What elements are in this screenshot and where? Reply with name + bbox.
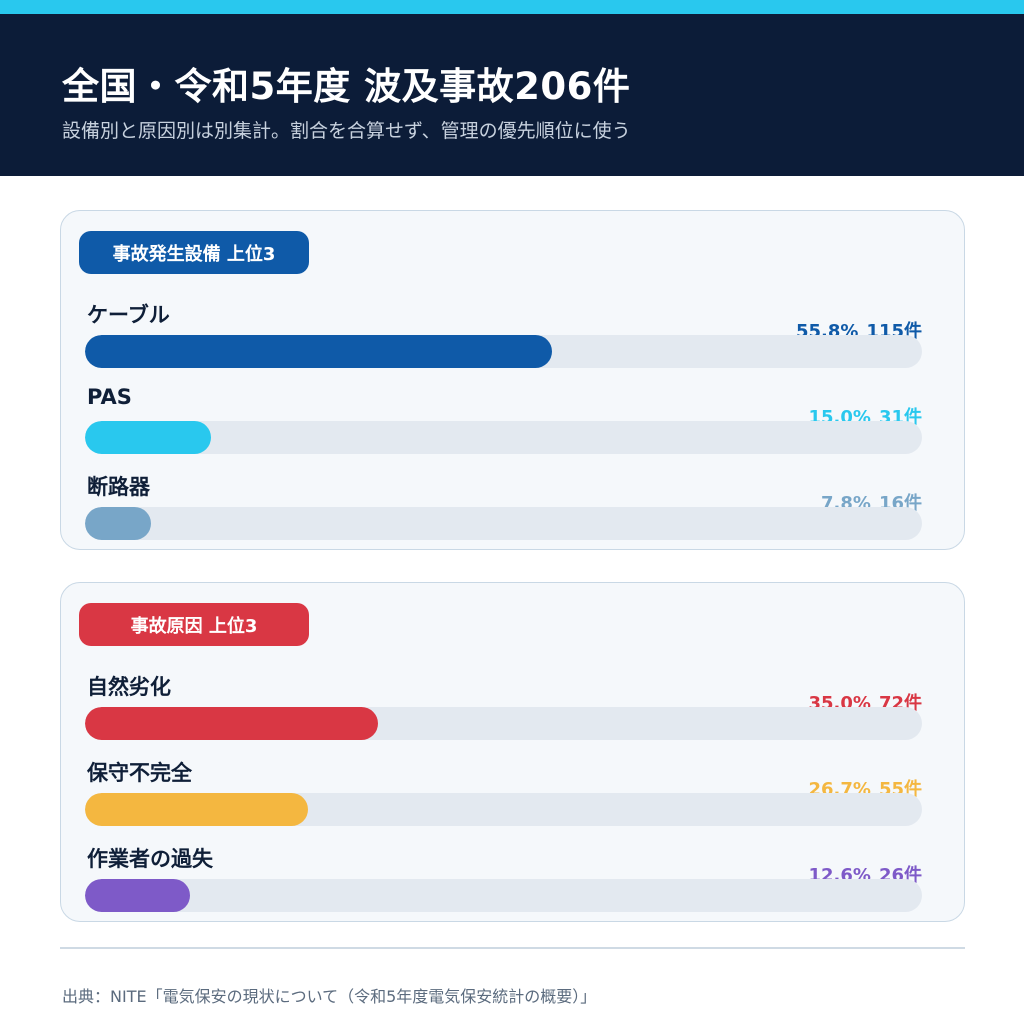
bar-track	[85, 707, 922, 740]
bar-label: ケーブル	[87, 303, 170, 327]
bar-label: PAS	[87, 385, 132, 409]
bar	[85, 507, 151, 540]
cause-row: 自然劣化 35.0% 72件	[61, 671, 966, 743]
cause-row: 保守不完全 26.7% 55件	[61, 757, 966, 829]
footer-divider	[60, 947, 965, 949]
bar-track	[85, 793, 922, 826]
cause-panel: 事故原因 上位3 自然劣化 35.0% 72件 保守不完全 26.7% 55件 作業…	[60, 582, 965, 922]
equipment-panel-badge: 事故発生設備 上位3	[79, 231, 309, 274]
bar	[85, 879, 191, 912]
equipment-row: ケーブル 55.8% 115件	[61, 299, 966, 371]
bar	[85, 707, 378, 740]
header	[0, 14, 1024, 176]
bar-label: 作業者の過失	[87, 847, 213, 871]
cause-row: 作業者の過失 12.6% 26件	[61, 843, 966, 915]
equipment-panel: 事故発生設備 上位3 ケーブル 55.8% 115件 PAS 15.0% 31件 断…	[60, 210, 965, 550]
page-subtitle: 設備別と原因別は別集計。割合を合算せず、管理の優先順位に使う	[62, 120, 631, 142]
source-note: 出典：NITE「電気保安の現状について（令和5年度電気保安統計の概要）」	[62, 987, 597, 1006]
equipment-row: PAS 15.0% 31件	[61, 385, 966, 457]
bar	[85, 421, 211, 454]
equipment-row: 断路器 7.8% 16件	[61, 471, 966, 543]
bar-label: 保守不完全	[87, 761, 192, 785]
bar-label: 断路器	[87, 475, 150, 499]
bar-track	[85, 879, 922, 912]
bar-track	[85, 335, 922, 368]
bar-track	[85, 507, 922, 540]
bar	[85, 335, 553, 368]
cause-panel-badge: 事故原因 上位3	[79, 603, 309, 646]
top-accent-strip	[0, 0, 1024, 14]
bar-label: 自然劣化	[87, 675, 171, 699]
bar-track	[85, 421, 922, 454]
bar	[85, 793, 309, 826]
page-title: 全国・令和5年度 波及事故206件	[62, 65, 631, 108]
